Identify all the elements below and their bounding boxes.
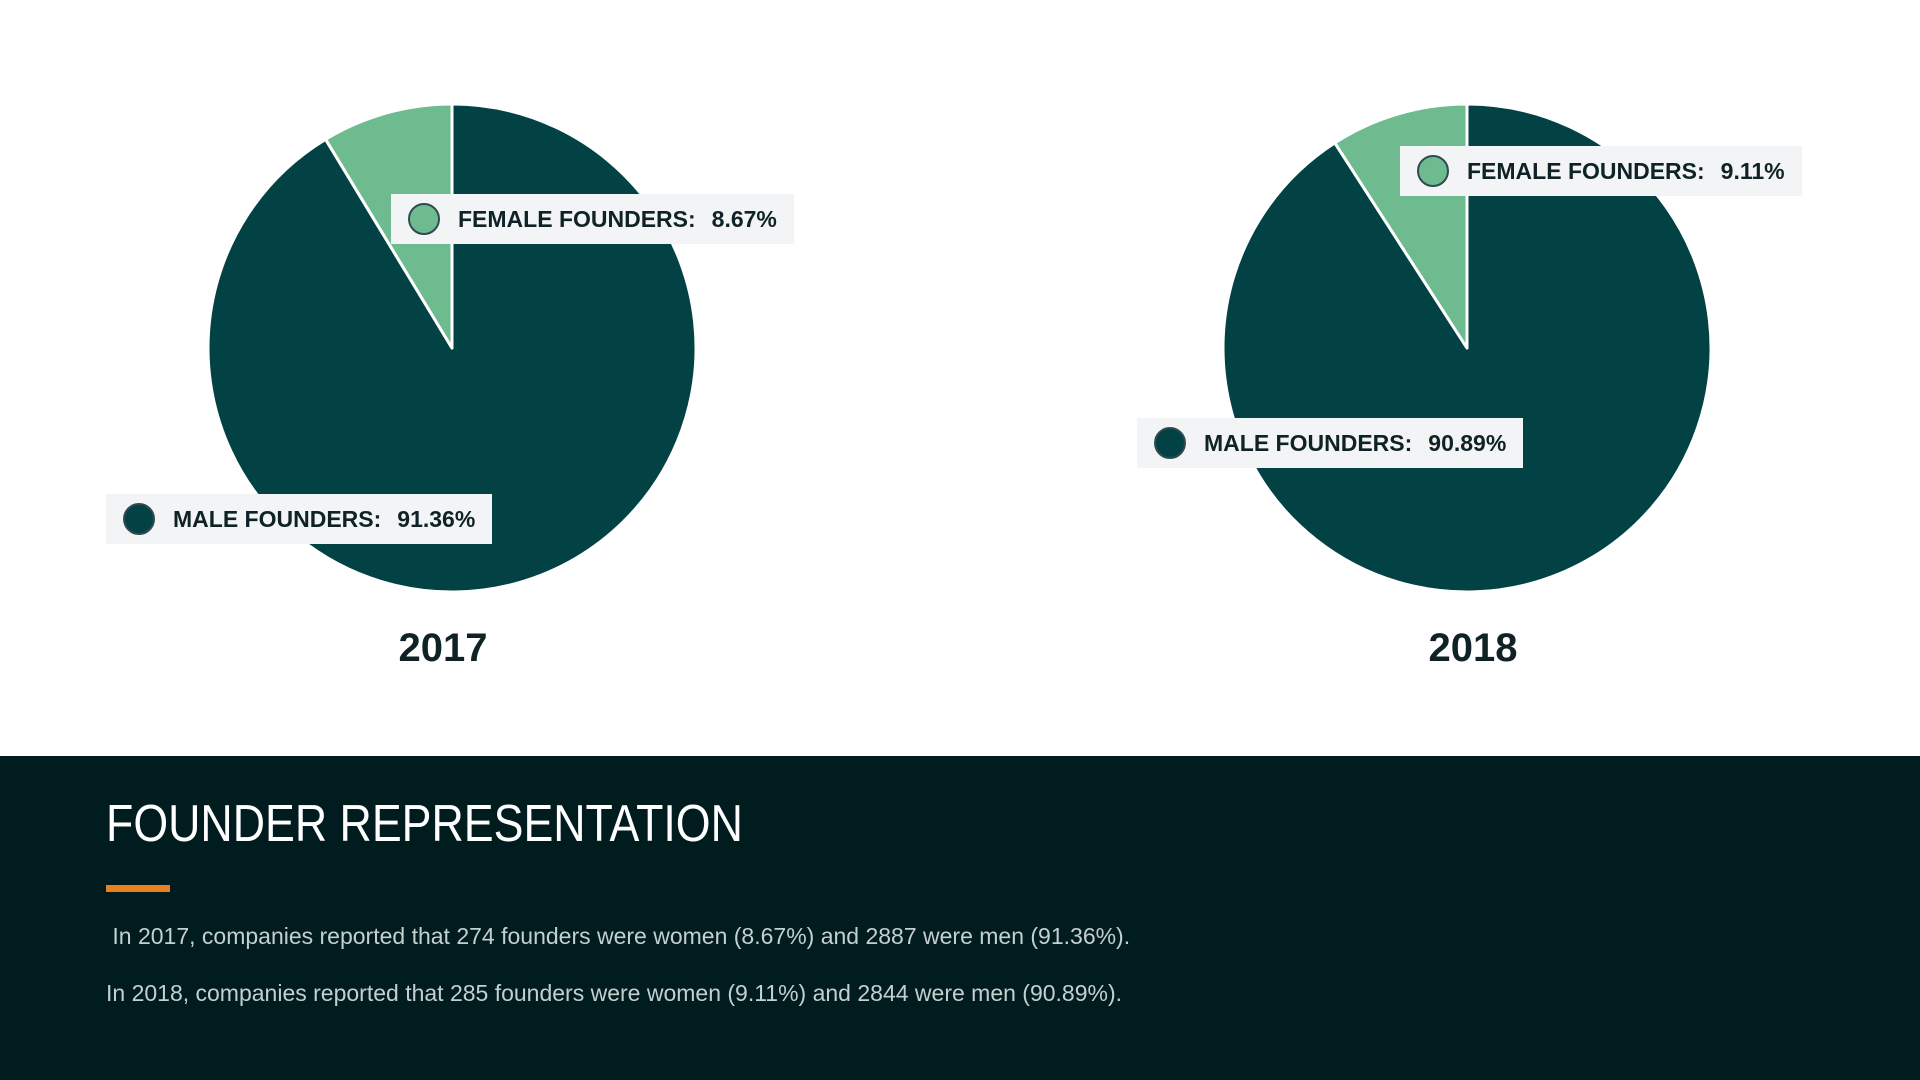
legend-dot-male bbox=[1154, 427, 1186, 459]
chart-title-2018: 2018 bbox=[1428, 626, 1518, 670]
callout-label: MALE FOUNDERS: bbox=[1204, 429, 1413, 456]
callout-label: MALE FOUNDERS: bbox=[173, 505, 382, 532]
callout-value: 90.89% bbox=[1428, 429, 1507, 456]
footer-panel: FOUNDER REPRESENTATION In 2017, companie… bbox=[0, 756, 1920, 1080]
callout-2018-male: MALE FOUNDERS: 90.89% bbox=[1137, 418, 1524, 468]
callout-value: 8.67% bbox=[711, 205, 777, 232]
callout-2017-female: FEMALE FOUNDERS: 8.67% bbox=[391, 194, 794, 244]
pie-charts bbox=[206, 102, 1713, 594]
section-title: FOUNDER REPRESENTATION bbox=[106, 795, 743, 853]
callout-value: 9.11% bbox=[1720, 157, 1785, 184]
legend-dot-female bbox=[408, 203, 440, 235]
chart-title-2017: 2017 bbox=[398, 626, 488, 670]
callout-label: FEMALE FOUNDERS: bbox=[458, 205, 696, 232]
legend-dot-female bbox=[1417, 155, 1449, 187]
callout-2018-female: FEMALE FOUNDERS: 9.11% bbox=[1400, 146, 1802, 196]
callout-2017-male: MALE FOUNDERS: 91.36% bbox=[106, 494, 493, 544]
chart-area: FEMALE FOUNDERS: 8.67% MALE FOUNDERS: 91… bbox=[106, 102, 1802, 670]
pie-slice-female-2017 bbox=[324, 102, 454, 350]
legend-dot-male bbox=[123, 503, 155, 535]
summary-2018: In 2018, companies reported that 285 fou… bbox=[106, 980, 1123, 1006]
summary-2017: In 2017, companies reported that 274 fou… bbox=[106, 923, 1131, 949]
callout-value: 91.36% bbox=[397, 505, 476, 532]
accent-bar bbox=[106, 885, 170, 892]
callout-label: FEMALE FOUNDERS: bbox=[1467, 157, 1705, 184]
